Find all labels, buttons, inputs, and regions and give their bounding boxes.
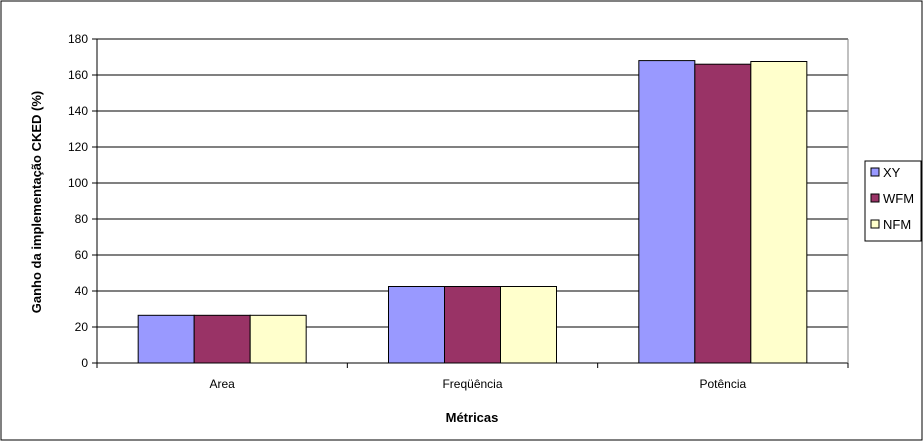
y-tick-label: 140 [68,104,88,118]
y-tick-label: 40 [75,284,89,298]
x-tick-label: Freqüência [442,377,502,391]
y-tick-label: 60 [75,248,89,262]
y-tick-label: 180 [68,32,88,46]
bar-xy-2 [638,60,696,364]
bar-xy-0 [137,314,195,364]
legend-label-nfm: NFM [883,217,911,232]
legend-swatch-xy [870,167,880,177]
bar-wfm-0 [193,314,251,364]
y-tick-label: 80 [75,212,89,226]
bar-xy-1 [388,286,445,364]
y-tick-label: 0 [81,356,88,370]
bar-nfm-2 [750,61,808,364]
x-tick-label: Potência [699,377,746,391]
legend: XY WFM NFM [864,160,922,242]
y-tick-label: 120 [68,140,88,154]
axes: 0 20 40 60 80 100 120 140 160 180 Area Freqüência Po… [68,32,849,391]
legend-label-xy: XY [883,165,901,180]
y-tick-label: 100 [68,176,88,190]
x-tick-label: Area [209,377,235,391]
bars [137,60,808,364]
legend-swatch-wfm [870,193,880,203]
bar-nfm-0 [249,314,307,364]
y-tick-label: 160 [68,68,88,82]
legend-swatch-nfm [870,219,880,229]
x-axis-title: Métricas [446,410,499,425]
y-tick-label: 20 [75,320,89,334]
legend-label-wfm: WFM [883,191,914,206]
bar-wfm-2 [694,63,752,364]
bar-nfm-1 [500,286,557,364]
y-axis-title: Ganho da implementação CKED (%) [29,91,44,313]
bar-wfm-1 [444,286,501,364]
